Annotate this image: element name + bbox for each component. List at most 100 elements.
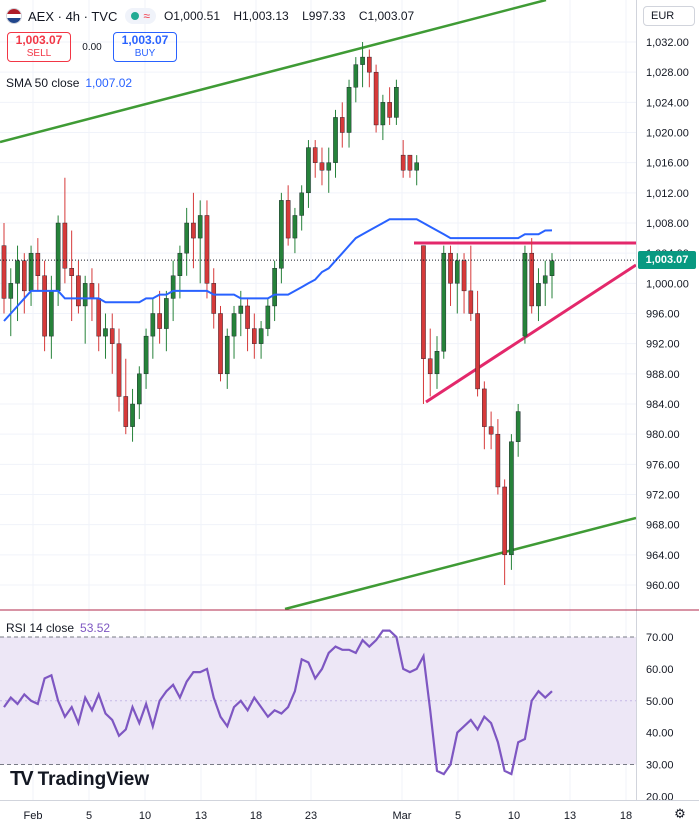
delayed-data-icon: ≈ (143, 9, 150, 23)
candle-body (394, 87, 399, 118)
price-tick-label: 996.00 (646, 309, 680, 321)
candle-body (346, 87, 352, 133)
sell-price: 1,003.07 (15, 33, 63, 47)
rising-support-line (425, 263, 637, 404)
candle-body (258, 328, 264, 344)
buy-label: BUY (134, 48, 156, 59)
candle-body (502, 486, 507, 556)
candle-body (339, 117, 345, 133)
price-tick-label: 1,028.00 (646, 67, 689, 79)
candle-body (373, 71, 379, 126)
sma-line (3, 218, 553, 322)
rsi-value: 53.52 (80, 621, 111, 635)
candle-body (387, 102, 392, 118)
price-tick-label: 960.00 (646, 580, 680, 592)
spread-value: 0.00 (82, 41, 102, 53)
candle-body (35, 252, 41, 276)
candle-body (468, 290, 474, 314)
time-tick-label: 5 (86, 810, 92, 822)
symbol-title[interactable]: AEX · 4h · TVC (28, 8, 118, 24)
candle-body (82, 283, 88, 307)
candle-body (184, 222, 189, 254)
price-tick-label: 988.00 (646, 369, 680, 381)
candle-body (211, 283, 217, 314)
open-value: 1,000.51 (173, 9, 220, 23)
candle-body (292, 215, 298, 239)
candle-body (109, 328, 115, 344)
candle-body (49, 290, 54, 337)
currency-selector[interactable]: EUR (643, 6, 695, 26)
rsi-legend[interactable]: RSI 14 close 53.52 (6, 621, 110, 635)
sell-button[interactable]: 1,003.07 SELL (7, 32, 71, 62)
price-tick-label: 1,020.00 (646, 128, 689, 140)
candle-body (191, 222, 196, 239)
price-tick-label: 1,024.00 (646, 97, 689, 109)
candle-body (529, 252, 535, 307)
sma-value: 1,007.02 (85, 76, 133, 90)
time-tick-label: 5 (455, 810, 461, 822)
rsi-line (3, 629, 553, 776)
candle-body (522, 252, 528, 337)
tradingview-logo[interactable]: TV TradingView (10, 768, 149, 791)
candle-body (319, 162, 325, 171)
rsi-tick-label: 70.00 (646, 632, 674, 644)
trade-panel: 1,003.07 SELL 0.00 1,003.07 BUY (7, 32, 177, 62)
candle-body (542, 275, 548, 284)
candle-body (103, 328, 108, 337)
candle-body (414, 162, 419, 171)
candle-body (197, 215, 203, 239)
time-tick-label: 18 (250, 810, 262, 822)
time-tick-label: 18 (620, 810, 632, 822)
sma-legend[interactable]: SMA 50 close 1,007.02 (6, 76, 132, 90)
candle-body (475, 313, 480, 390)
candle-body (509, 441, 514, 556)
candle-body (76, 275, 81, 307)
candle-body (177, 252, 183, 276)
candle-body (333, 117, 338, 163)
logo-text: TradingView (37, 768, 150, 790)
buy-price: 1,003.07 (121, 33, 169, 47)
candle-body (367, 56, 372, 73)
candle-body (204, 215, 210, 284)
candle-body (488, 426, 494, 435)
candle-body (482, 388, 487, 427)
candle-body (461, 260, 467, 292)
candle-body (421, 245, 426, 359)
price-tick-label: 968.00 (646, 520, 680, 532)
high-label: H (233, 9, 243, 23)
price-tick-label: 980.00 (646, 429, 680, 441)
candle-body (1, 245, 7, 299)
candle-body (312, 147, 318, 163)
candle-body (42, 275, 47, 337)
time-tick-label: Mar (393, 810, 412, 822)
settings-icon[interactable]: ⚙ (674, 806, 686, 821)
candle-body (245, 305, 250, 329)
low-value: 997.33 (308, 9, 346, 23)
candle-body (170, 275, 176, 299)
rsi-tick-label: 60.00 (646, 664, 674, 676)
candle-body (427, 358, 433, 375)
market-status[interactable]: ≈ (125, 8, 156, 24)
candle-body (218, 313, 223, 375)
chart-header: AEX · 4h · TVC ≈ O1,000.51 H1,003.13 L99… (6, 6, 424, 26)
price-tick-label: 972.00 (646, 490, 680, 502)
candle-body (130, 403, 135, 427)
time-tick-label: 10 (508, 810, 520, 822)
candle-body (116, 343, 122, 397)
candle-body (55, 222, 61, 292)
candle-body (150, 313, 156, 337)
candle-body (326, 162, 332, 171)
rsi-tick-label: 40.00 (646, 728, 674, 740)
open-label: O (163, 9, 174, 23)
candle-body (360, 56, 365, 65)
candle-body (28, 252, 34, 292)
candle-body (96, 298, 102, 337)
last-price-tag: 1,003.07 (638, 251, 696, 269)
price-tick-label: 1,000.00 (646, 278, 689, 290)
candle-body (123, 396, 129, 427)
price-tick-label: 984.00 (646, 399, 680, 411)
buy-button[interactable]: 1,003.07 BUY (113, 32, 177, 62)
candle-body (89, 283, 95, 299)
time-tick-label: 23 (305, 810, 317, 822)
